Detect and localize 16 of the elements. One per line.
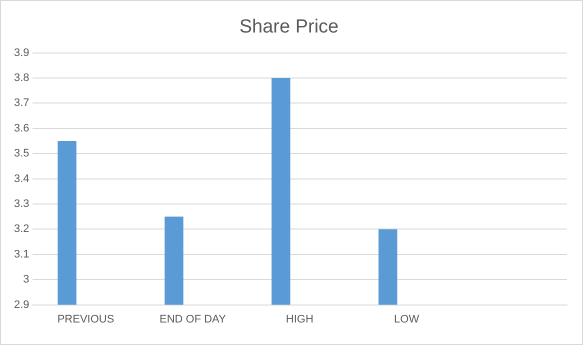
y-tick-label: 3.4 xyxy=(14,172,30,185)
y-tick-label: 2.9 xyxy=(14,298,30,311)
y-tick-label: 3.1 xyxy=(14,248,30,260)
chart-title: Share Price xyxy=(239,16,339,38)
x-tick-label: HIGH xyxy=(286,313,314,326)
y-tick-label: 3.6 xyxy=(14,122,30,134)
x-tick-label: END OF DAY xyxy=(159,313,227,326)
x-tick-label: PREVIOUS xyxy=(57,313,114,326)
y-tick-label: 3 xyxy=(23,274,30,286)
y-tick-label: 3.7 xyxy=(14,97,30,110)
y-tick-label: 3.9 xyxy=(14,46,30,59)
y-tick-label: 3.3 xyxy=(14,198,30,210)
y-tick-label: 3.8 xyxy=(14,72,30,84)
x-tick-label: LOW xyxy=(394,313,420,326)
y-tick-label: 3.2 xyxy=(14,223,30,236)
y-tick-label: 3.5 xyxy=(14,148,30,160)
